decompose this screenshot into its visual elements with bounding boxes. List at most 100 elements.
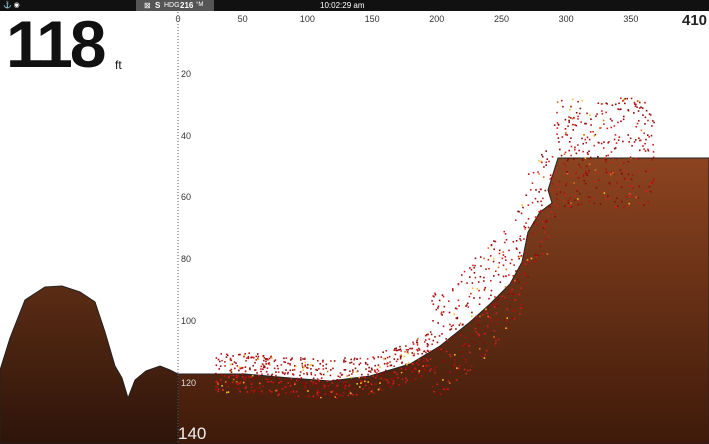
sonar-return xyxy=(534,259,537,262)
sonar-return xyxy=(563,168,565,170)
sonar-return xyxy=(461,355,464,358)
sonar-return xyxy=(627,109,630,111)
sonar-return xyxy=(580,121,582,123)
sonar-return xyxy=(605,102,608,105)
sonar-return xyxy=(437,322,439,324)
sonar-return xyxy=(629,156,632,159)
sonar-return xyxy=(442,325,445,328)
sonar-return xyxy=(504,286,507,288)
sonar-return xyxy=(428,370,431,372)
sonar-return xyxy=(329,392,332,394)
sonar-return xyxy=(652,143,654,146)
sonar-return xyxy=(245,360,247,362)
sonar-return xyxy=(622,140,624,143)
sonar-return xyxy=(216,381,219,384)
sonar-return xyxy=(364,361,367,364)
sonar-return xyxy=(634,139,637,141)
sonar-return xyxy=(349,362,351,364)
sonar-return xyxy=(317,379,320,381)
sonar-return xyxy=(570,105,572,108)
sonar-return xyxy=(392,382,395,385)
sonar-return xyxy=(612,172,614,174)
sonar-return xyxy=(521,307,524,309)
sonar-return xyxy=(266,357,268,360)
sonar-return xyxy=(576,190,579,192)
sonar-return xyxy=(301,364,304,367)
sonar-return xyxy=(387,381,390,384)
sonar-return xyxy=(215,372,217,375)
sonar-return xyxy=(628,202,631,205)
sonar-return xyxy=(237,375,240,377)
gps-icon: ⊠ xyxy=(144,1,151,10)
sonar-return xyxy=(320,373,323,376)
sonar-return xyxy=(534,197,537,200)
sonar-return xyxy=(614,134,617,136)
sonar-return xyxy=(538,173,540,175)
sonar-return xyxy=(350,376,352,379)
sonar-return xyxy=(222,388,224,391)
heading-box: ⊠ S HDG 216 °M xyxy=(136,0,214,11)
sonar-return xyxy=(548,160,550,163)
sonar-return xyxy=(215,380,218,383)
sonar-return xyxy=(605,199,607,201)
sonar-return xyxy=(231,381,234,384)
sonar-return xyxy=(442,379,444,381)
sonar-return xyxy=(349,392,352,395)
sonar-return xyxy=(273,360,276,363)
sonar-return xyxy=(478,334,481,336)
sonar-return xyxy=(540,240,543,243)
sonar-return xyxy=(535,216,538,219)
sonar-return xyxy=(281,371,284,373)
sonar-return xyxy=(239,382,241,384)
sonar-return xyxy=(320,395,322,398)
sonar-return xyxy=(568,116,570,118)
sonar-return xyxy=(416,344,419,346)
sonar-return xyxy=(372,391,375,393)
sonar-return xyxy=(483,257,485,260)
sonar-return xyxy=(310,372,313,374)
sonar-return xyxy=(364,362,367,365)
sonar-return xyxy=(527,173,530,175)
sonar-return xyxy=(633,141,636,143)
sonar-return xyxy=(567,158,569,161)
sonar-return xyxy=(396,358,399,361)
sonar-return xyxy=(235,362,237,365)
sonar-return xyxy=(368,392,370,395)
sonar-return xyxy=(287,388,290,391)
sonar-return xyxy=(645,190,647,193)
sonar-return xyxy=(266,367,269,369)
sonar-return xyxy=(540,200,542,203)
sonar-return xyxy=(635,157,637,160)
sonar-return xyxy=(603,123,605,125)
sonar-return xyxy=(587,195,589,198)
sonar-return xyxy=(283,373,286,376)
sonar-return xyxy=(588,138,591,141)
sonar-return xyxy=(267,358,269,361)
sonar-return xyxy=(407,362,410,364)
sonar-return xyxy=(260,370,262,373)
sonar-return xyxy=(436,376,439,378)
sonar-return xyxy=(616,197,618,200)
sonar-return xyxy=(316,391,319,394)
sonar-return xyxy=(424,334,427,337)
sonar-return xyxy=(623,115,625,118)
sonar-return xyxy=(520,212,523,215)
sonar-return xyxy=(494,344,496,347)
sonar-return xyxy=(289,362,291,365)
sonar-return xyxy=(564,164,567,167)
sonar-return xyxy=(394,371,396,374)
sonar-return xyxy=(437,305,440,308)
sonar-return xyxy=(270,374,273,377)
sonar-return xyxy=(450,325,453,328)
sonar-return xyxy=(335,393,338,395)
sonar-return xyxy=(285,392,288,394)
sonar-return xyxy=(457,367,460,370)
sonar-return xyxy=(512,240,515,243)
sonar-return xyxy=(585,172,587,175)
sonar-return xyxy=(244,370,247,372)
sonar-return xyxy=(297,395,300,397)
sonar-return xyxy=(549,178,552,180)
sonar-return xyxy=(534,254,537,256)
sonar-return xyxy=(227,385,230,388)
sonar-return xyxy=(217,383,219,385)
